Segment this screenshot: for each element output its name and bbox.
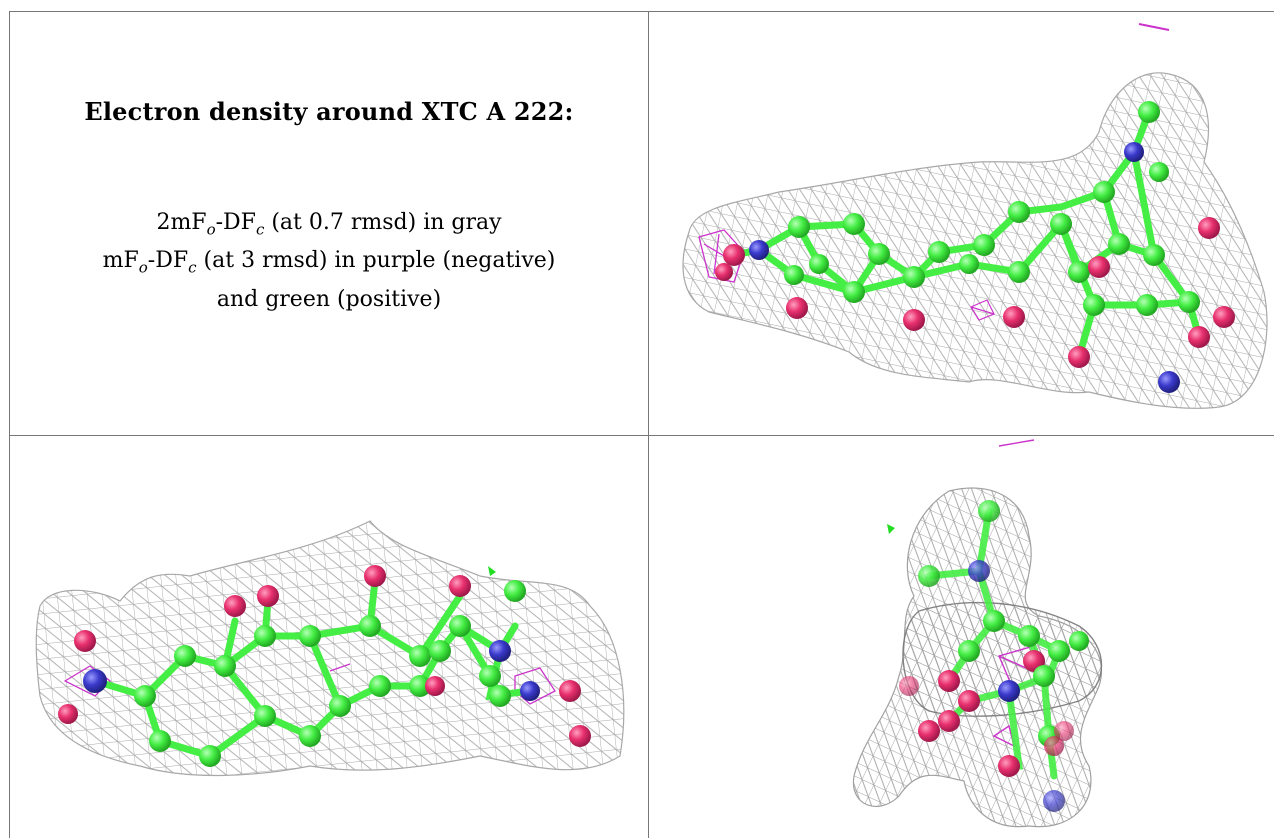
caption-line-fofc: mFo-DFc (at 3 rmsd) in purple (negative)	[102, 248, 556, 277]
atoms	[58, 565, 591, 767]
atoms	[715, 101, 1235, 393]
molecule-view-1	[682, 23, 1268, 409]
grid-left-border	[9, 11, 10, 838]
grid-center-divider	[648, 11, 649, 838]
atoms	[899, 500, 1089, 812]
molecule-view-3	[852, 439, 1103, 828]
caption-line-2fofc: 2mFo-DFc (at 0.7 rmsd) in gray	[156, 210, 502, 239]
view-top-right	[649, 12, 1274, 435]
negative-density-small	[970, 299, 995, 321]
grid-top-border	[9, 11, 1274, 12]
molecule-view-2	[35, 520, 625, 777]
positive-density	[488, 566, 496, 576]
caption-title: Electron density around XTC A 222:	[84, 97, 574, 126]
density-mesh	[35, 520, 625, 777]
view-bottom-right	[649, 436, 1274, 838]
caption-cell: Electron density around XTC A 222: 2mFo-…	[10, 12, 648, 435]
view-bottom-left	[10, 436, 648, 838]
negative-density	[63, 663, 556, 705]
grid-middle-divider	[9, 435, 1274, 436]
negative-density-edge	[1138, 23, 1170, 31]
positive-density	[887, 524, 895, 534]
caption-body: 2mFo-DFc (at 0.7 rmsd) in gray mFo-DFc (…	[10, 207, 648, 315]
caption-line-positive: and green (positive)	[216, 286, 442, 312]
